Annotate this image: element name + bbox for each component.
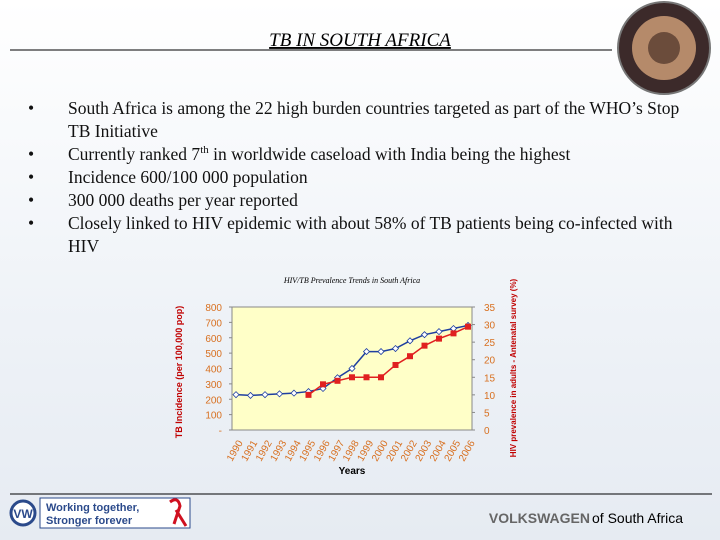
point-marker bbox=[334, 377, 341, 384]
y-tick-label: - bbox=[219, 426, 222, 437]
chart: HIV/TB Prevalence Trends in South Africa… bbox=[174, 276, 518, 477]
point-marker bbox=[392, 361, 399, 368]
y-tick-label: 200 bbox=[205, 395, 222, 406]
point-marker bbox=[348, 364, 356, 373]
brand: VOLKSWAGEN bbox=[489, 510, 590, 526]
bullet: Closely linked to HIV epidemic with abou… bbox=[28, 212, 698, 258]
point-marker bbox=[290, 389, 298, 397]
bullet: South Africa is among the 22 high burden… bbox=[28, 97, 698, 143]
point-marker bbox=[378, 374, 384, 381]
point-marker bbox=[435, 328, 443, 336]
point-marker bbox=[421, 342, 428, 349]
y-axis-label: TB Incidence (per 100,000 pop) bbox=[174, 306, 184, 439]
y-tick-label: 100 bbox=[205, 411, 222, 422]
point-marker bbox=[362, 348, 371, 356]
point-marker bbox=[436, 335, 442, 342]
y2-tick-label: 0 bbox=[484, 426, 490, 437]
point-marker bbox=[246, 391, 255, 399]
bullet-list: South Africa is among the 22 high burden… bbox=[28, 97, 698, 258]
y2-axis-label: HIV prevalence in adults - Antenatal sur… bbox=[509, 278, 518, 457]
x-axis-label: Years bbox=[339, 466, 366, 477]
bullet: Incidence 600/100 000 population bbox=[28, 166, 698, 189]
vw-logo bbox=[9, 499, 37, 527]
y2-tick-label: 35 bbox=[484, 303, 496, 314]
point-marker bbox=[391, 344, 400, 353]
point-marker bbox=[319, 384, 327, 393]
red-ribbon bbox=[169, 498, 188, 527]
brand-rest: of South Africa bbox=[592, 510, 683, 526]
y2-tick-label: 25 bbox=[484, 338, 496, 349]
point-marker bbox=[349, 374, 355, 381]
slogan: Working together, bbox=[46, 502, 139, 514]
slide-title: TB IN SOUTH AFRICA bbox=[269, 30, 451, 51]
y2-tick-label: 10 bbox=[484, 391, 496, 402]
point-marker bbox=[275, 390, 284, 398]
point-marker bbox=[232, 391, 240, 399]
y-tick-label: 600 bbox=[205, 334, 222, 345]
point-marker bbox=[450, 330, 457, 337]
point-marker bbox=[320, 381, 326, 388]
y2-tick-label: 15 bbox=[484, 373, 496, 384]
point-marker bbox=[420, 331, 429, 339]
point-marker bbox=[406, 337, 414, 345]
bullet: 300 000 deaths per year reported bbox=[28, 189, 698, 212]
y-tick-label: 400 bbox=[205, 365, 222, 376]
chart-title: HIV/TB Prevalence Trends in South Africa bbox=[283, 276, 420, 285]
slogan-box bbox=[39, 497, 191, 529]
point-marker bbox=[261, 391, 269, 399]
y2-tick-label: 5 bbox=[484, 408, 490, 419]
bullet-text: in worldwide caseload with India being t… bbox=[208, 144, 571, 164]
y-tick-label: 500 bbox=[205, 349, 222, 360]
point-marker bbox=[363, 374, 370, 381]
point-marker bbox=[305, 391, 312, 398]
point-marker bbox=[465, 323, 471, 330]
point-marker bbox=[377, 348, 385, 356]
vw-logo-mark: VW bbox=[13, 507, 33, 521]
y-tick-label: 800 bbox=[205, 303, 222, 314]
y2-tick-label: 30 bbox=[484, 321, 496, 332]
y-tick-label: 300 bbox=[205, 380, 222, 391]
bullet-text: Currently ranked 7 bbox=[68, 144, 201, 164]
superscript: th bbox=[200, 144, 209, 157]
hands-photo bbox=[617, 1, 711, 95]
bullet: Currently ranked 7th in worldwide caselo… bbox=[28, 143, 698, 166]
slogan: Stronger forever bbox=[46, 515, 133, 527]
y-tick-label: 700 bbox=[205, 318, 222, 329]
y2-tick-label: 20 bbox=[484, 356, 496, 367]
point-marker bbox=[407, 353, 413, 360]
x-tick-label: 2006 bbox=[457, 438, 478, 463]
